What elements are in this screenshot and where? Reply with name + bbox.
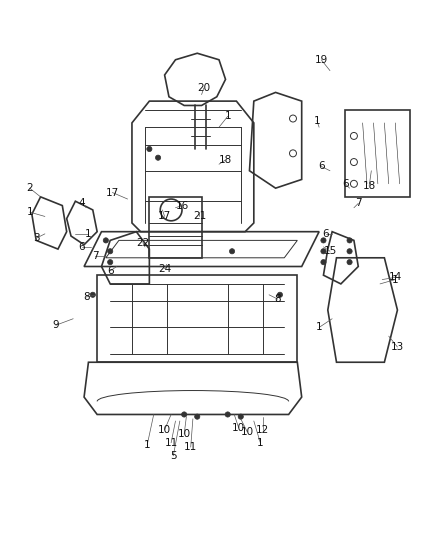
Circle shape — [155, 155, 161, 160]
Text: 22: 22 — [136, 238, 149, 247]
Text: 12: 12 — [256, 425, 269, 435]
Text: 1: 1 — [85, 229, 92, 239]
Circle shape — [108, 260, 113, 265]
Circle shape — [277, 292, 283, 297]
Text: 10: 10 — [158, 425, 171, 435]
Text: 6: 6 — [318, 161, 325, 172]
Text: 6: 6 — [342, 179, 349, 189]
Text: 10: 10 — [178, 429, 191, 439]
Text: 1: 1 — [316, 322, 322, 333]
Text: 7: 7 — [92, 251, 98, 261]
Text: 15: 15 — [323, 246, 337, 256]
Circle shape — [194, 414, 200, 419]
Circle shape — [321, 249, 326, 254]
Text: 10: 10 — [232, 423, 245, 433]
Text: 8: 8 — [275, 294, 281, 304]
Text: 3: 3 — [33, 233, 39, 243]
Text: 6: 6 — [78, 242, 85, 252]
Circle shape — [347, 249, 352, 254]
Circle shape — [90, 292, 95, 297]
Text: 18: 18 — [219, 155, 232, 165]
Circle shape — [321, 238, 326, 243]
Text: 10: 10 — [241, 427, 254, 437]
Bar — [345, 110, 410, 197]
Text: 17: 17 — [158, 212, 171, 221]
Text: 16: 16 — [175, 200, 189, 211]
Circle shape — [347, 260, 352, 265]
Circle shape — [238, 414, 244, 419]
Text: 5: 5 — [170, 451, 177, 461]
Circle shape — [108, 249, 113, 254]
Text: 6: 6 — [322, 229, 329, 239]
Text: 1: 1 — [314, 116, 320, 126]
Text: 1: 1 — [392, 274, 399, 285]
Circle shape — [147, 147, 152, 151]
Circle shape — [225, 412, 230, 417]
Text: 4: 4 — [78, 198, 85, 208]
Text: 9: 9 — [53, 320, 59, 330]
Text: 11: 11 — [184, 442, 198, 452]
Text: 18: 18 — [363, 181, 376, 191]
Text: 20: 20 — [197, 83, 210, 93]
Circle shape — [230, 249, 235, 254]
Text: 24: 24 — [158, 264, 171, 273]
Circle shape — [347, 238, 352, 243]
Text: 1: 1 — [144, 440, 151, 450]
Text: 1: 1 — [26, 207, 33, 217]
Circle shape — [103, 238, 109, 243]
Text: 8: 8 — [83, 292, 89, 302]
Text: 21: 21 — [193, 212, 206, 221]
Text: 2: 2 — [26, 183, 33, 193]
Text: 17: 17 — [106, 188, 119, 198]
Text: 13: 13 — [391, 342, 404, 352]
Circle shape — [182, 412, 187, 417]
Text: 7: 7 — [355, 198, 362, 208]
Text: 11: 11 — [165, 438, 178, 448]
Text: 6: 6 — [107, 266, 113, 276]
Text: 1: 1 — [257, 438, 264, 448]
Text: 14: 14 — [389, 272, 402, 282]
Text: 19: 19 — [314, 55, 328, 65]
Circle shape — [321, 260, 326, 265]
Text: 1: 1 — [224, 111, 231, 122]
